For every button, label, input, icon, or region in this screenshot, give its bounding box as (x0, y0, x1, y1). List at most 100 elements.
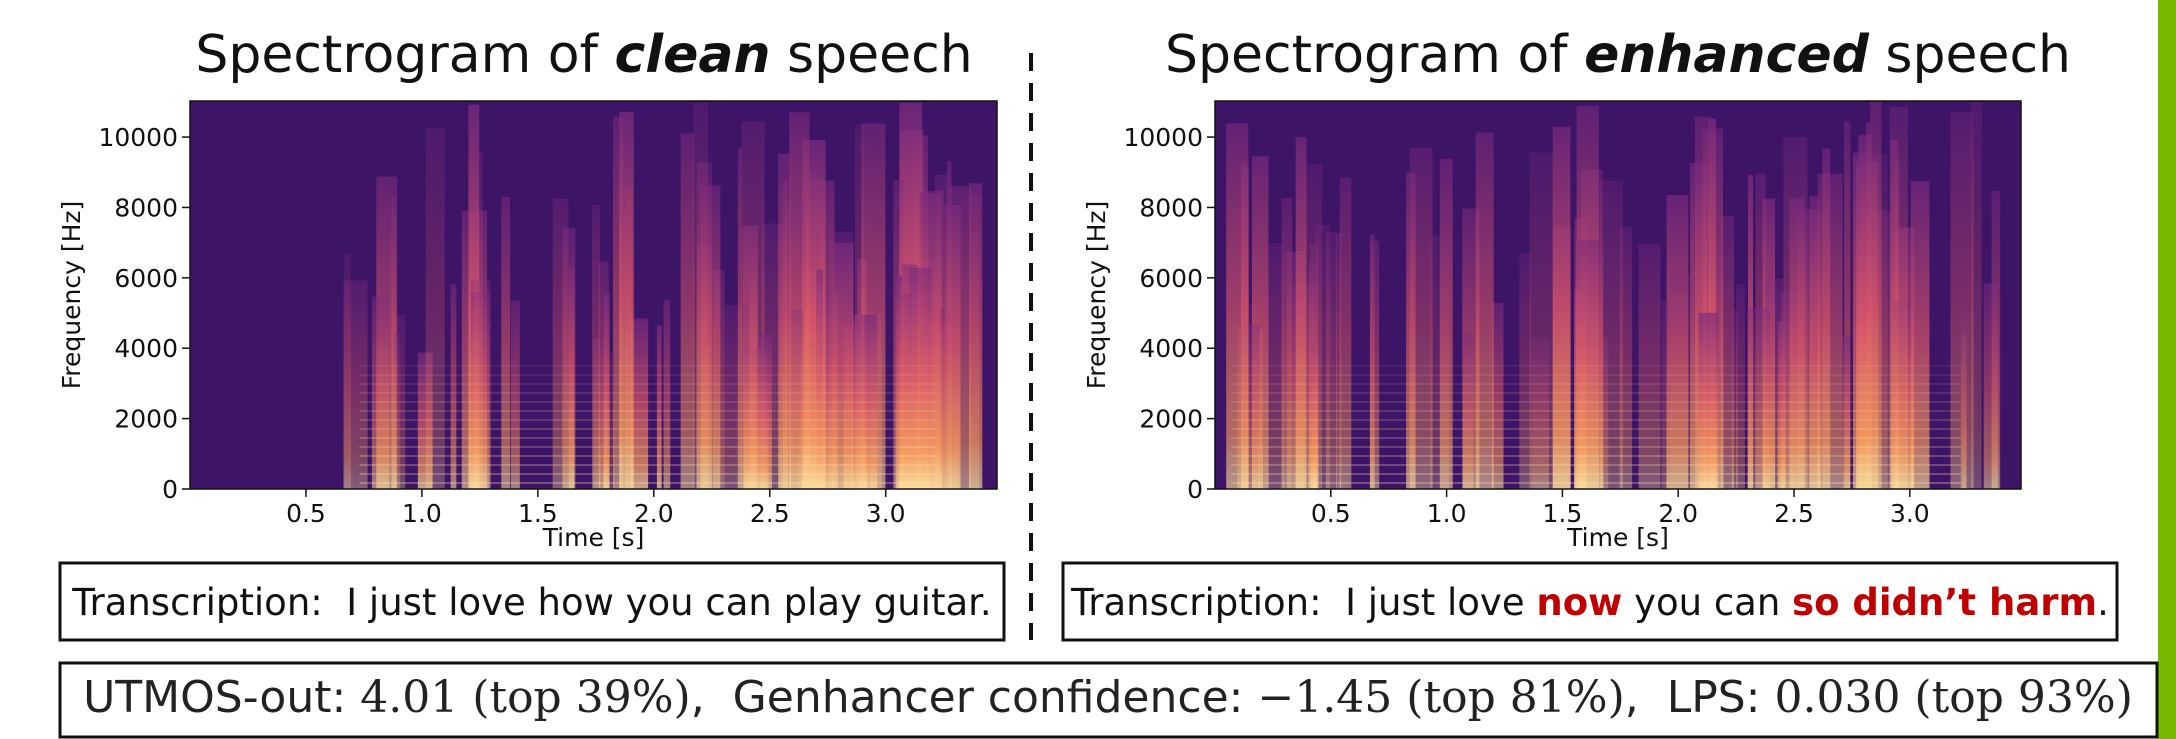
x-tick-label: 2.0 (634, 499, 674, 528)
spectrogram-texture (1463, 334, 1474, 489)
x-tick-label: 2.5 (1774, 499, 1814, 528)
metric-part: , Genhancer confidence: (691, 672, 1258, 723)
y-tick-label: 0 (1187, 475, 1203, 504)
spectrogram-texture (1599, 180, 1623, 489)
spectrogram-texture (1308, 262, 1318, 489)
spectrogram-texture (1531, 339, 1550, 489)
spectrogram-texture (700, 185, 721, 489)
spectrogram-texture (1295, 137, 1307, 489)
spectrogram-texture (631, 318, 649, 489)
spectrogram-texture (1369, 240, 1380, 489)
spectrogram-texture (1336, 233, 1342, 489)
accent-bar (2158, 0, 2176, 739)
metric-part: −1.45 (top 81%) (1257, 672, 1624, 723)
spectrogram-texture (1708, 118, 1717, 489)
spectrogram-texture (968, 183, 983, 490)
title-part: enhanced (1584, 25, 1870, 85)
spectrogram-texture (1577, 240, 1604, 489)
plot-frame (1214, 100, 2022, 490)
title-part: Spectrogram of (195, 25, 614, 85)
spectrogram-texture (832, 243, 854, 489)
y-tick-label: 4000 (114, 334, 178, 363)
spectrogram-texture (944, 204, 961, 489)
spectrogram-texture (393, 331, 401, 489)
spectrogram-texture (1315, 225, 1331, 489)
title-part: speech (770, 25, 972, 85)
spectrogram-texture (895, 275, 903, 489)
metric-part: 4.01 (top 39%) (360, 672, 690, 723)
spectrogram-texture (425, 127, 445, 489)
spectrogram-texture (371, 296, 390, 489)
spectrogram-texture (603, 294, 610, 489)
spectrogram-texture (1870, 102, 1882, 490)
transcription-box (1061, 561, 2119, 642)
transcription: Transcription: I just love how you can p… (71, 581, 991, 624)
plot-frame (189, 100, 998, 490)
spectrogram-texture (1661, 300, 1670, 489)
x-tick-label: 1.0 (1427, 499, 1467, 528)
transcription-part: now (1536, 581, 1622, 624)
spectrogram-texture (909, 267, 932, 489)
spectrogram-texture (1267, 243, 1286, 489)
x-tick-label: 2.0 (1658, 499, 1698, 528)
metric-part: UTMOS-out: (83, 672, 360, 723)
spectrogram-texture (1406, 172, 1416, 489)
spectrogram-texture (473, 151, 483, 490)
metrics-box (58, 661, 2159, 739)
transcription-part: . (2097, 581, 2109, 624)
spectrogram-texture (1736, 284, 1745, 489)
spectrogram-texture (1339, 177, 1352, 489)
spectrogram-texture (1889, 106, 1908, 490)
y-axis-label: Frequency [Hz] (1082, 201, 1111, 390)
chart-title: Spectrogram of clean speech (195, 25, 972, 85)
spectrogram-texture (1552, 126, 1571, 489)
y-tick-label: 2000 (1139, 405, 1203, 434)
spectrogram-texture (1960, 307, 1967, 489)
spectrogram-texture (1491, 302, 1504, 489)
spectrogram-texture (1325, 231, 1337, 489)
transcription-part: Transcription: I just love (1070, 581, 1536, 624)
spectrogram-texture (1852, 152, 1868, 489)
y-tick-label: 6000 (114, 264, 178, 293)
y-tick-label: 6000 (1139, 264, 1203, 293)
spectrogram-texture (1475, 132, 1494, 489)
y-tick-label: 10000 (98, 123, 178, 152)
spectrogram-texture (1638, 243, 1661, 489)
spectrogram-texture (1698, 312, 1719, 489)
spectrogram-texture (778, 153, 792, 489)
y-tick-label: 8000 (1139, 193, 1203, 222)
spectrogram-texture (1747, 307, 1771, 489)
spectrogram-texture (816, 269, 823, 489)
spectrogram-texture (501, 196, 511, 489)
y-axis-label: Frequency [Hz] (57, 201, 86, 390)
spectrogram-texture (1844, 121, 1851, 490)
spectrogram-texture (1822, 148, 1831, 489)
y-tick-label: 8000 (114, 193, 178, 222)
spectrogram-texture (1910, 181, 1930, 489)
y-tick-label: 0 (162, 475, 178, 504)
y-tick-label: 10000 (1123, 123, 1203, 152)
spectrogram-texture (1983, 283, 1999, 489)
spectrogram-texture (758, 334, 772, 489)
transcription: Transcription: I just love now you can s… (1070, 581, 2109, 624)
y-tick-label: 4000 (1139, 334, 1203, 363)
spectrogram-texture (1809, 195, 1821, 489)
title-part: Spectrogram of (1165, 25, 1584, 85)
x-tick-label: 1.5 (1543, 499, 1583, 528)
transcription-part: so didn’t harm (1792, 581, 2097, 624)
x-tick-label: 3.0 (1890, 499, 1930, 528)
spectrogram-texture (737, 148, 743, 489)
x-tick-label: 0.5 (1311, 499, 1351, 528)
spectrogram-texture (619, 111, 634, 490)
spectrogram-texture (1281, 198, 1293, 490)
metric-part: 0.030 (top 93%) (1774, 672, 2132, 723)
x-tick-label: 2.5 (750, 499, 790, 528)
spectrogram-texture (592, 204, 601, 489)
chart-title: Spectrogram of enhanced speech (1165, 25, 2071, 85)
spectrogram-texture (854, 124, 865, 489)
title-part: speech (1869, 25, 2071, 85)
spectrogram-texture (680, 133, 695, 489)
x-axis-label: Time [s] (1566, 523, 1669, 552)
spectrogram-texture (344, 253, 352, 489)
